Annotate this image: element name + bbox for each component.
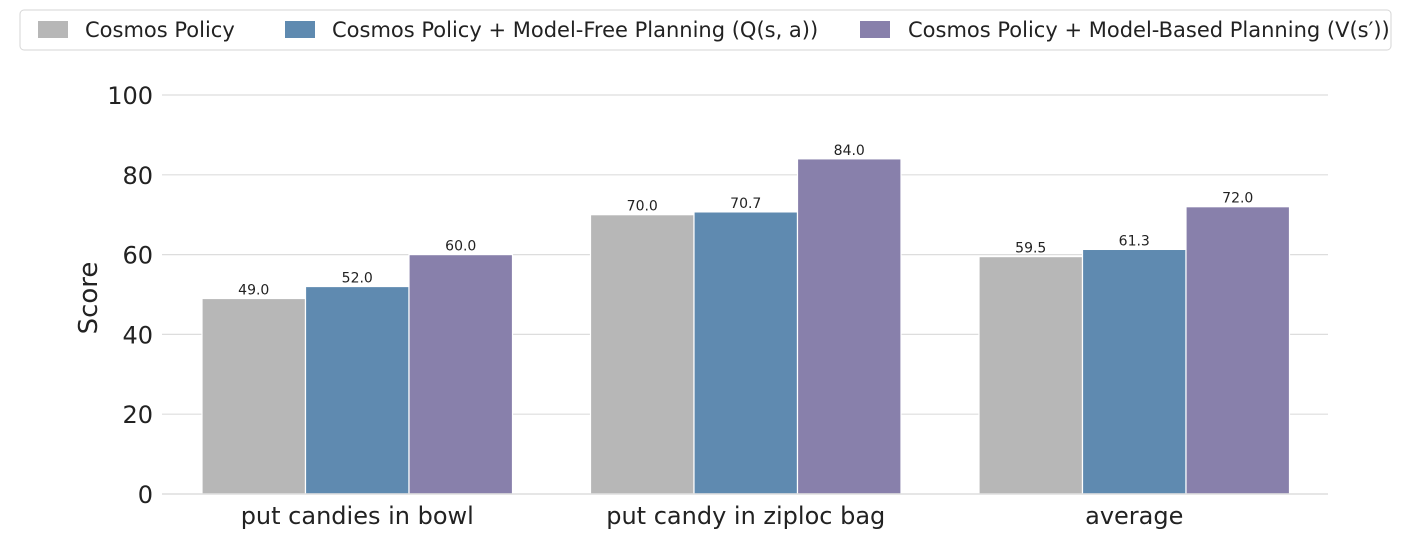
value-labels: 49.0 52.0 60.0 70.0 70.7 84.0 59.5 61.3 72.0 [238,143,1253,299]
value-label: 70.0 [627,199,658,215]
legend-label-model-based-planning: Cosmos Policy + Model-Based Planning (V(… [908,18,1390,42]
legend-frame [19,9,1392,51]
x-axis-ticks: put candies in bowl put candy in ziploc b… [241,502,1184,530]
y-tick-label-100: 100 [107,82,153,110]
y-axis-ticks: 0 20 40 60 80 100 [107,82,153,509]
bar-model-based-0 [408,254,514,495]
value-label: 59.5 [1015,241,1046,257]
bar-cosmos-policy-2 [978,255,1084,495]
legend-label-model-free-planning: Cosmos Policy + Model-Free Planning (Q(s… [332,18,818,42]
bar-model-free-1 [693,211,799,495]
y-tick-label-60: 60 [122,242,153,270]
legend: Cosmos Policy Cosmos Policy + Model-Free… [19,9,1392,51]
x-tick-label: put candy in ziploc bag [606,502,885,530]
bar-model-based-1 [796,158,902,495]
y-tick-label-0: 0 [138,481,153,509]
bar-cosmos-policy-0 [201,297,307,495]
x-tick-label: average [1085,502,1183,530]
y-axis-label: Score [74,262,104,335]
value-label: 52.0 [342,271,373,287]
bar-model-free-2 [1081,248,1187,495]
value-label: 84.0 [834,143,865,159]
x-tick-label: put candies in bowl [241,502,474,530]
bars [201,158,1291,495]
y-tick-label-20: 20 [122,401,153,429]
bar-model-free-0 [304,285,410,495]
legend-swatch-cosmos-policy [38,21,68,38]
bar-model-based-2 [1185,206,1291,495]
value-label: 70.7 [730,196,761,212]
y-tick-label-80: 80 [122,162,153,190]
value-label: 72.0 [1222,191,1253,207]
legend-swatch-model-free-planning [285,21,315,38]
value-label: 61.3 [1119,233,1150,249]
value-label: 60.0 [445,239,476,255]
value-label: 49.0 [238,282,269,298]
legend-label-cosmos-policy: Cosmos Policy [85,18,235,42]
bar-cosmos-policy-1 [589,214,695,495]
legend-swatch-model-based-planning [860,21,890,38]
y-tick-label-40: 40 [122,321,153,349]
